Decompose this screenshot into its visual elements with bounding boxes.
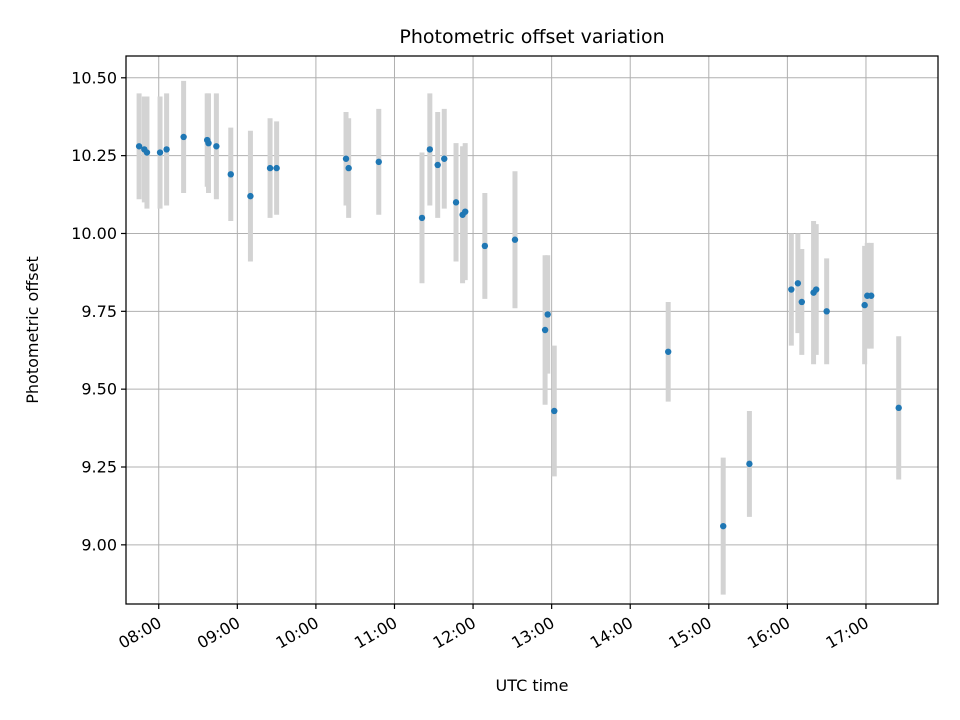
data-point bbox=[798, 298, 805, 306]
data-point bbox=[452, 199, 460, 206]
data-point bbox=[813, 286, 820, 293]
data-point bbox=[342, 155, 350, 162]
data-point bbox=[462, 208, 469, 215]
data-point bbox=[544, 311, 551, 318]
data-point bbox=[273, 164, 280, 172]
data-point bbox=[434, 161, 441, 169]
data-point bbox=[868, 292, 875, 299]
data-point bbox=[143, 149, 151, 156]
data-point bbox=[665, 348, 672, 355]
data-point bbox=[266, 164, 274, 172]
y-tick-label: 10.50 bbox=[71, 68, 117, 87]
data-point bbox=[156, 149, 164, 156]
data-point bbox=[345, 164, 352, 172]
data-point bbox=[180, 133, 187, 141]
x-axis-title: UTC time bbox=[496, 676, 569, 695]
data-point bbox=[551, 407, 558, 415]
y-tick-label: 9.25 bbox=[81, 458, 117, 477]
data-point bbox=[247, 192, 254, 200]
data-point bbox=[823, 308, 830, 315]
data-point bbox=[375, 158, 382, 166]
y-tick-label: 9.50 bbox=[81, 380, 117, 399]
data-point bbox=[861, 301, 868, 309]
y-tick-label: 9.00 bbox=[81, 535, 117, 554]
y-tick-label: 10.25 bbox=[71, 146, 117, 165]
data-point bbox=[720, 522, 727, 530]
data-point bbox=[481, 242, 489, 250]
y-axis-title: Photometric offset bbox=[23, 256, 42, 404]
data-point bbox=[541, 326, 549, 334]
data-point bbox=[895, 404, 902, 412]
plot-frame bbox=[125, 55, 939, 605]
data-point bbox=[794, 280, 802, 287]
data-point bbox=[418, 214, 426, 222]
data-point bbox=[511, 236, 519, 243]
data-point bbox=[213, 143, 220, 150]
data-point bbox=[227, 171, 234, 178]
y-tick-label: 10.00 bbox=[71, 224, 117, 243]
data-point bbox=[441, 155, 448, 162]
data-point bbox=[205, 139, 212, 147]
y-axis-ticks: 9.00 9.25 9.50 9.75 10.00 10.25 10.50 bbox=[71, 68, 126, 554]
data-point bbox=[135, 143, 143, 150]
data-point bbox=[163, 146, 170, 153]
chart-title: Photometric offset variation bbox=[399, 26, 664, 48]
data-point bbox=[746, 460, 753, 468]
y-tick-label: 9.75 bbox=[81, 302, 117, 321]
data-point bbox=[788, 286, 795, 293]
data-points bbox=[135, 133, 902, 530]
data-point bbox=[426, 146, 434, 153]
